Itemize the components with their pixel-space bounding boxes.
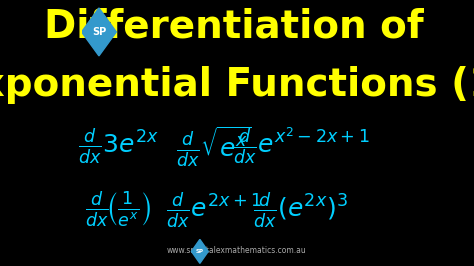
- Text: $\frac{d}{dx}3e^{2x}$: $\frac{d}{dx}3e^{2x}$: [78, 126, 159, 166]
- Polygon shape: [191, 239, 208, 263]
- Text: $\frac{d}{dx}e^{2x+1}$: $\frac{d}{dx}e^{2x+1}$: [166, 190, 262, 230]
- Text: $\frac{d}{dx}\sqrt{e^{x}}$: $\frac{d}{dx}\sqrt{e^{x}}$: [176, 124, 252, 169]
- Polygon shape: [82, 8, 116, 56]
- Text: $\frac{d}{dx}\!\left(\frac{1}{e^{x}}\right)$: $\frac{d}{dx}\!\left(\frac{1}{e^{x}}\rig…: [85, 190, 152, 230]
- Text: $\frac{d}{dx}(e^{2x})^3$: $\frac{d}{dx}(e^{2x})^3$: [254, 190, 348, 230]
- Text: Differentiation of: Differentiation of: [44, 8, 423, 46]
- Text: $\frac{d}{dx}e^{x^2-2x+1}$: $\frac{d}{dx}e^{x^2-2x+1}$: [233, 126, 369, 167]
- Text: Exponential Functions (1): Exponential Functions (1): [0, 66, 474, 105]
- Text: SP: SP: [92, 27, 106, 37]
- Text: www.smartalexmathematics.com.au: www.smartalexmathematics.com.au: [166, 246, 306, 255]
- Text: SP: SP: [196, 249, 204, 254]
